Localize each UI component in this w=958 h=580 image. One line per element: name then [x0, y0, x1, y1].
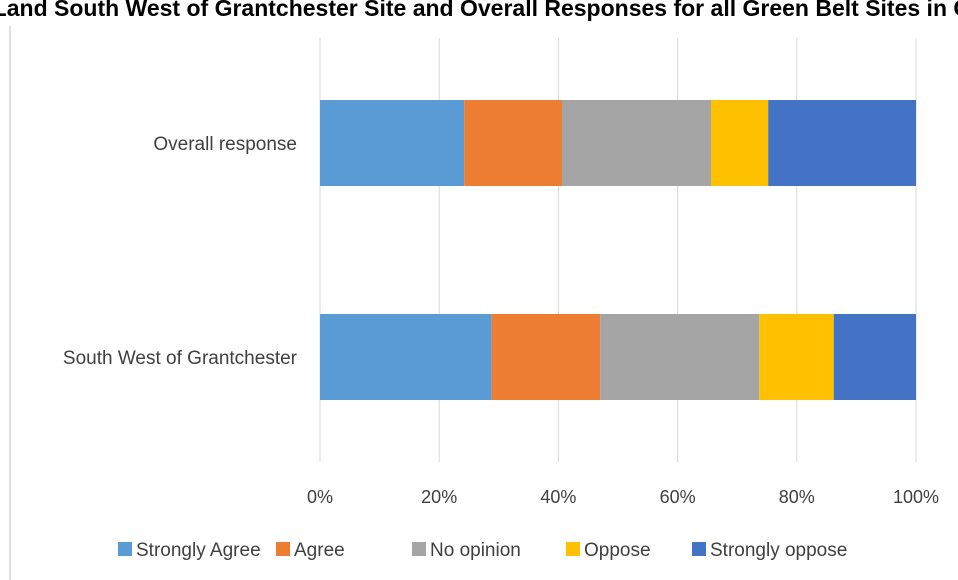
- legend-swatch: [566, 542, 580, 556]
- bar-segment: [320, 100, 465, 186]
- x-tick-label: 80%: [779, 487, 815, 507]
- legend-label: Strongly oppose: [710, 540, 847, 561]
- bar-segment: [710, 100, 769, 186]
- legend-item[interactable]: Oppose: [566, 540, 651, 561]
- legend[interactable]: Strongly Agree Agree No opinion Oppose Stron…: [118, 540, 847, 561]
- bar-segment: [833, 314, 916, 400]
- legend-label: Oppose: [584, 540, 651, 561]
- legend-swatch: [276, 542, 290, 556]
- legend-label: Agree: [294, 540, 345, 561]
- x-tick-label: 0%: [307, 487, 333, 507]
- bar-segment: [491, 314, 601, 400]
- x-tick-label: 60%: [660, 487, 696, 507]
- legend-swatch: [118, 542, 132, 556]
- legend-swatch: [692, 542, 706, 556]
- bar-segment: [464, 100, 562, 186]
- legend-item[interactable]: Strongly Agree: [118, 540, 261, 561]
- bar-segment: [600, 314, 760, 400]
- bar-segment: [320, 314, 492, 400]
- legend-item[interactable]: Strongly oppose: [692, 540, 847, 561]
- legend-swatch: [412, 542, 426, 556]
- chart-title: pport for Land South West of Grantcheste…: [0, 0, 958, 21]
- x-tick-label: 100%: [893, 487, 939, 507]
- category-label: Overall response: [153, 134, 297, 155]
- legend-item[interactable]: Agree: [276, 540, 345, 561]
- bar-segment: [759, 314, 834, 400]
- x-axis-tick-labels: 0% 20% 40% 60% 80% 100%: [307, 487, 939, 507]
- bar-segment: [561, 100, 711, 186]
- x-tick-label: 20%: [421, 487, 457, 507]
- category-label: South West of Grantchester: [63, 348, 298, 369]
- legend-item[interactable]: No opinion: [412, 540, 521, 561]
- legend-label: No opinion: [430, 540, 521, 561]
- legend-label: Strongly Agree: [136, 540, 261, 561]
- x-tick-label: 40%: [540, 487, 576, 507]
- bar-segment: [768, 100, 916, 186]
- bars: [320, 100, 916, 400]
- category-labels: Overall response South West of Grantchest…: [63, 134, 298, 369]
